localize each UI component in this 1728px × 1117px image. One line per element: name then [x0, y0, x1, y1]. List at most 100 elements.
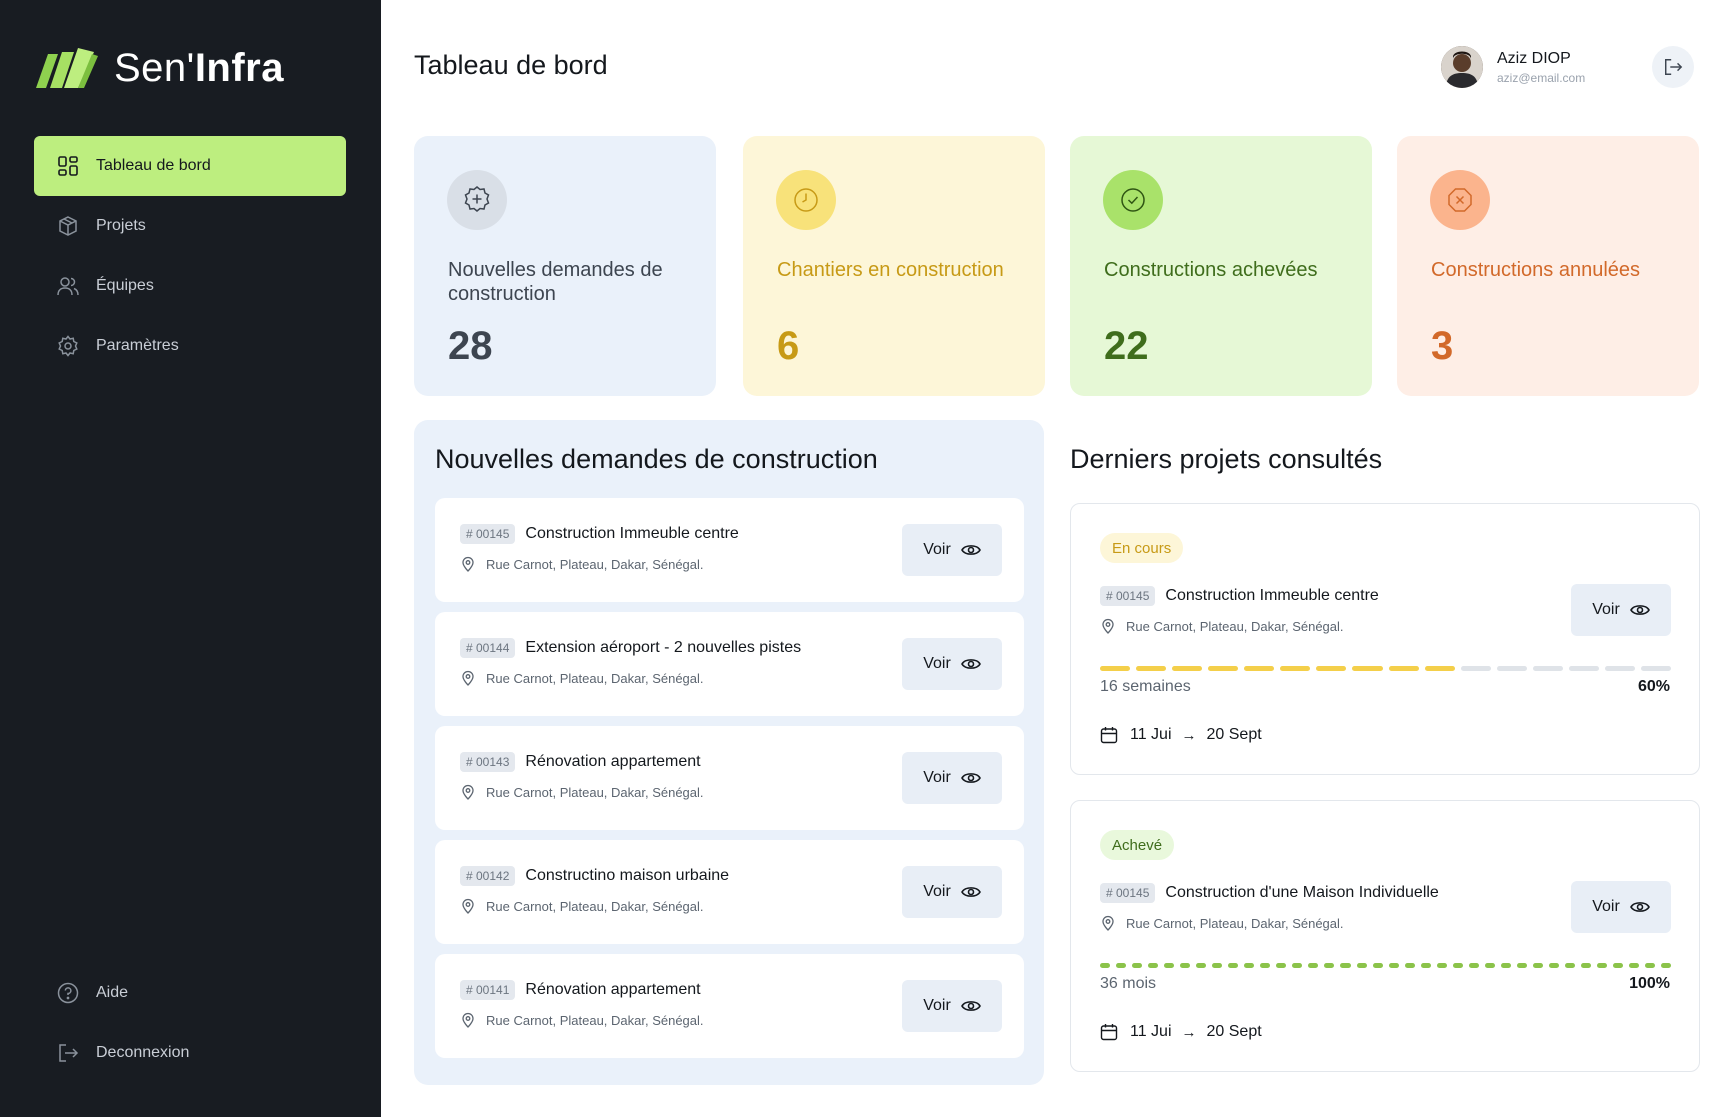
progress-segment [1208, 666, 1239, 671]
progress-segment [1388, 963, 1399, 968]
logo[interactable]: Sen'Infra [32, 44, 284, 92]
progress-segment [1260, 963, 1271, 968]
progress-segment [1196, 963, 1207, 968]
view-button-label: Voir [923, 769, 951, 786]
progress-segment [1500, 963, 1511, 968]
logout-icon [56, 1041, 80, 1065]
progress-segment [1324, 963, 1335, 968]
plus-badge-icon [464, 186, 490, 212]
help-icon [56, 981, 80, 1005]
view-button[interactable]: Voir [1571, 881, 1671, 933]
request-item: # 00142 Constructino maison urbaine Rue … [435, 840, 1024, 944]
progress-segment [1404, 963, 1415, 968]
progress-segment [1516, 963, 1527, 968]
view-button-label: Voir [1592, 898, 1620, 915]
address-text: Rue Carnot, Plateau, Dakar, Sénégal. [486, 556, 704, 572]
view-button[interactable]: Voir [902, 524, 1002, 576]
eye-icon [1629, 605, 1650, 615]
stat-card-completed[interactable]: Constructions achevées 22 [1070, 136, 1372, 396]
sidebar-item-help[interactable]: Aide [34, 963, 346, 1023]
clock-icon [794, 188, 818, 212]
project-code: # 00145 [1100, 586, 1156, 606]
request-title: Extension aéroport - 2 nouvelles pistes [525, 639, 802, 656]
progress-segment [1640, 666, 1671, 671]
request-address: Rue Carnot, Plateau, Dakar, Sénégal. [460, 556, 704, 572]
request-code: # 00143 [460, 752, 516, 772]
stat-value: 6 [777, 324, 800, 368]
arrow-right-icon: → [1181, 726, 1197, 744]
sidebar-item-projects[interactable]: Projets [34, 196, 346, 256]
progress-segment [1568, 666, 1599, 671]
progress-segment [1420, 963, 1431, 968]
sidebar-item-settings[interactable]: Paramètres [34, 316, 346, 376]
stat-icon-circle [447, 170, 507, 230]
sidebar-item-label: Paramètres [96, 337, 179, 354]
stat-value: 28 [448, 324, 493, 368]
location-pin-icon [1102, 618, 1114, 634]
request-title: Constructino maison urbaine [525, 867, 730, 884]
progress-segment [1244, 666, 1275, 671]
progress-segment [1460, 666, 1491, 671]
request-item: # 00141 Rénovation appartement Rue Carno… [435, 954, 1024, 1058]
progress-segment [1228, 963, 1239, 968]
sidebar-item-dashboard[interactable]: Tableau de bord [34, 136, 346, 196]
view-button[interactable]: Voir [902, 752, 1002, 804]
progress-segment [1276, 963, 1287, 968]
stat-value: 3 [1431, 324, 1454, 368]
progress-segment [1613, 963, 1624, 968]
brand-name-light: Sen' [114, 46, 195, 90]
stat-value: 22 [1104, 324, 1149, 368]
status-badge: Achevé [1100, 830, 1175, 860]
progress-segment [1452, 963, 1463, 968]
progress-segment [1172, 666, 1203, 671]
progress-percent: 100% [1629, 975, 1670, 992]
view-button-label: Voir [923, 997, 951, 1014]
user-profile[interactable]: Aziz DIOP aziz@email.com [1441, 46, 1585, 88]
x-octagon-icon [1448, 188, 1472, 212]
progress-segment [1604, 666, 1635, 671]
progress-segment [1356, 963, 1367, 968]
view-button[interactable]: Voir [902, 980, 1002, 1032]
page-title: Tableau de bord [414, 50, 608, 80]
progress-segment [1164, 963, 1175, 968]
location-pin-icon [462, 784, 474, 800]
progress-segment [1292, 963, 1303, 968]
stat-label: Constructions annulées [1431, 259, 1641, 281]
end-date: 20 Sept [1206, 1023, 1262, 1040]
request-address: Rue Carnot, Plateau, Dakar, Sénégal. [460, 898, 704, 914]
calendar-icon [1100, 1024, 1118, 1041]
project-duration: 36 mois [1100, 975, 1157, 992]
request-title: Construction Immeuble centre [525, 525, 739, 542]
stat-card-in-progress[interactable]: Chantiers en construction 6 [743, 136, 1045, 396]
sidebar-item-label: Tableau de bord [96, 157, 211, 174]
request-title: Rénovation appartement [525, 753, 701, 770]
logo-icon [36, 48, 98, 88]
sidebar: Sen'Infra Tableau de bord Projets [0, 0, 381, 1117]
address-text: Rue Carnot, Plateau, Dakar, Sénégal. [1126, 915, 1344, 931]
progress-segment [1132, 963, 1143, 968]
brand-name-bold: Infra [194, 46, 284, 90]
project-card: En cours # 00145 Construction Immeuble c… [1070, 503, 1700, 775]
request-header: # 00143 Rénovation appartement [460, 752, 701, 772]
project-card: Achevé # 00145 Construction d'une Maison… [1070, 800, 1700, 1072]
view-button-label: Voir [1592, 601, 1620, 618]
location-pin-icon [462, 898, 474, 914]
view-button[interactable]: Voir [902, 866, 1002, 918]
gear-icon [56, 334, 80, 358]
header-logout-button[interactable] [1652, 46, 1694, 88]
box-icon [56, 214, 80, 238]
stat-card-new-requests[interactable]: Nouvelles demandes de construction 28 [414, 136, 716, 396]
request-item: # 00145 Construction Immeuble centre Rue… [435, 498, 1024, 602]
view-button[interactable]: Voir [1571, 584, 1671, 636]
stat-card-cancelled[interactable]: Constructions annulées 3 [1397, 136, 1699, 396]
view-button[interactable]: Voir [902, 638, 1002, 690]
bottom-nav: Aide Deconnexion [34, 963, 346, 1083]
request-code: # 00145 [460, 524, 516, 544]
sidebar-item-logout[interactable]: Deconnexion [34, 1023, 346, 1083]
view-button-label: Voir [923, 541, 951, 558]
end-date: 20 Sept [1206, 726, 1262, 743]
stat-label: Chantiers en construction [777, 259, 1004, 281]
eye-icon [1629, 902, 1650, 912]
sidebar-item-teams[interactable]: Équipes [34, 256, 346, 316]
progress-segment [1596, 963, 1607, 968]
